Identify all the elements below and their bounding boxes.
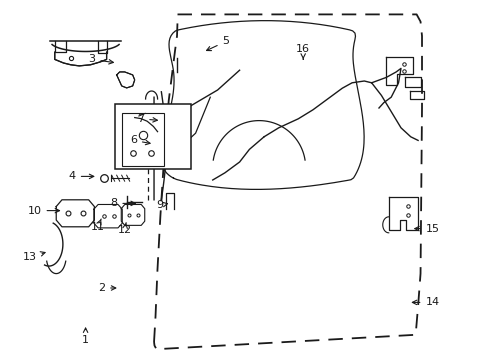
- Text: 10: 10: [27, 206, 60, 216]
- Polygon shape: [386, 57, 412, 85]
- Text: 11: 11: [91, 219, 104, 232]
- Polygon shape: [117, 72, 134, 88]
- Text: 16: 16: [296, 44, 309, 59]
- Polygon shape: [55, 52, 106, 66]
- Polygon shape: [94, 204, 122, 228]
- Text: 1: 1: [82, 328, 89, 345]
- Text: 7: 7: [137, 114, 157, 124]
- Text: 5: 5: [206, 36, 229, 51]
- Text: 12: 12: [118, 222, 131, 235]
- Text: 14: 14: [411, 297, 439, 307]
- Text: 4: 4: [68, 171, 94, 181]
- Bar: [115, 104, 190, 169]
- Bar: [122, 113, 163, 166]
- Polygon shape: [388, 197, 417, 230]
- Polygon shape: [56, 200, 94, 227]
- Text: 8: 8: [110, 198, 135, 208]
- Text: 3: 3: [88, 54, 113, 64]
- Text: 2: 2: [98, 283, 116, 293]
- Text: 9: 9: [156, 200, 167, 210]
- Text: 13: 13: [22, 252, 45, 262]
- Polygon shape: [121, 204, 144, 225]
- Text: 15: 15: [414, 224, 439, 234]
- Text: 6: 6: [130, 135, 150, 145]
